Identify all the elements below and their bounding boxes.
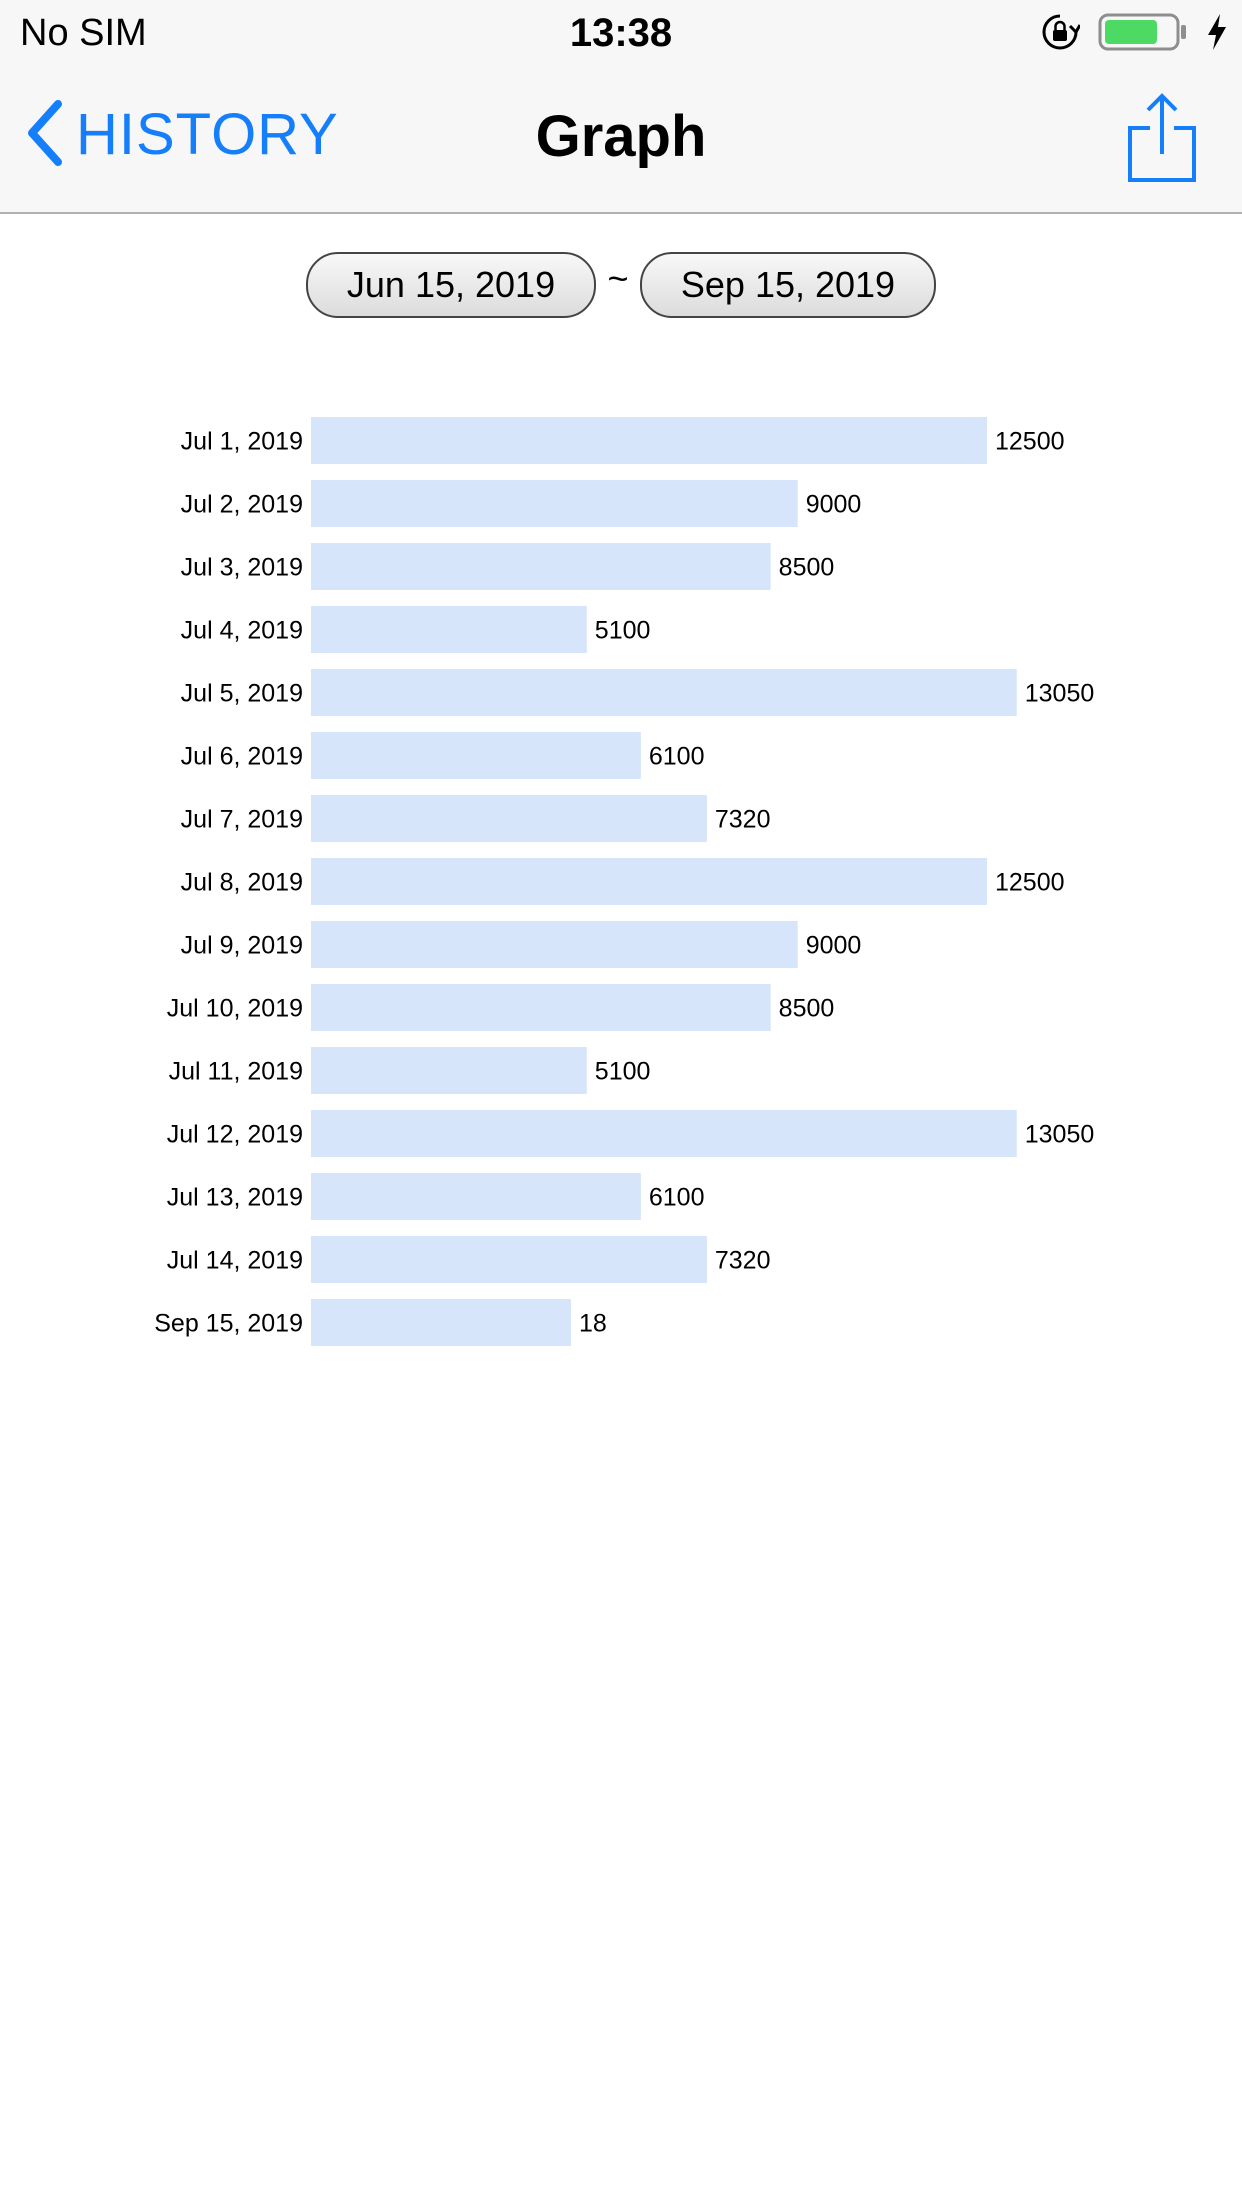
bar — [311, 1236, 707, 1283]
bar-value-label: 5100 — [595, 617, 651, 645]
bar — [311, 984, 771, 1031]
bar-value-label: 13050 — [1025, 1121, 1095, 1149]
bar-value-label: 8500 — [779, 554, 835, 582]
bar-value-label: 12500 — [995, 869, 1065, 897]
back-button-label: HISTORY — [76, 102, 339, 167]
bar-value-label: 6100 — [649, 1184, 705, 1212]
navigation-bar: HISTORY Graph — [0, 66, 1242, 214]
carrier-label: No SIM — [20, 12, 147, 54]
bar-category-label: Jul 5, 2019 — [181, 680, 303, 708]
bar-category-label: Jul 14, 2019 — [167, 1247, 303, 1275]
status-bar: No SIM 13:38 — [0, 0, 1242, 66]
bar — [311, 858, 987, 905]
bar-category-label: Jul 8, 2019 — [181, 869, 303, 897]
bar — [311, 1110, 1017, 1157]
start-date-button[interactable]: Jun 15, 2019 — [306, 252, 596, 318]
bar-value-label: 13050 — [1025, 680, 1095, 708]
bar — [311, 732, 641, 779]
bar-category-label: Jul 12, 2019 — [167, 1121, 303, 1149]
bar-category-label: Jul 7, 2019 — [181, 806, 303, 834]
clock-time: 13:38 — [569, 11, 673, 55]
bar — [311, 1299, 571, 1346]
charging-bolt-icon — [1206, 12, 1228, 57]
bar-category-label: Jul 6, 2019 — [181, 743, 303, 771]
bar-value-label: 5100 — [595, 1058, 651, 1086]
bar-value-label: 9000 — [806, 491, 862, 519]
status-indicators — [1040, 12, 1228, 56]
bar-value-label: 8500 — [779, 995, 835, 1023]
bar-category-label: Sep 15, 2019 — [154, 1310, 303, 1338]
bar — [311, 669, 1017, 716]
bar — [311, 417, 987, 464]
bar-value-label: 12500 — [995, 428, 1065, 456]
bar — [311, 543, 771, 590]
bar-value-label: 7320 — [715, 1247, 771, 1275]
bar-category-label: Jul 13, 2019 — [167, 1184, 303, 1212]
bar — [311, 1047, 587, 1094]
bar — [311, 921, 798, 968]
back-button[interactable]: HISTORY — [24, 99, 339, 171]
bar-category-label: Jul 9, 2019 — [181, 932, 303, 960]
bar — [311, 480, 798, 527]
share-button[interactable] — [1126, 92, 1198, 184]
bar-category-label: Jul 2, 2019 — [181, 491, 303, 519]
bar-value-label: 6100 — [649, 743, 705, 771]
chevron-left-icon — [24, 99, 64, 171]
bar-value-label: 18 — [579, 1310, 607, 1338]
bar-category-label: Jul 1, 2019 — [181, 428, 303, 456]
bar-chart: Jul 1, 2019 12500 Jul 2, 2019 9000 Jul 3, 20… — [154, 417, 1095, 1346]
bar-category-label: Jul 10, 2019 — [167, 995, 303, 1023]
battery-icon — [1098, 12, 1188, 57]
bar — [311, 1173, 641, 1220]
page-title: Graph — [535, 104, 707, 169]
bar — [311, 606, 587, 653]
date-range-separator: ~ — [607, 258, 629, 299]
date-range-selector: Jun 15, 2019 ~ Sep 15, 2019 — [0, 252, 1242, 318]
bar-category-label: Jul 3, 2019 — [181, 554, 303, 582]
bar-category-label: Jul 11, 2019 — [169, 1058, 303, 1086]
bar-category-label: Jul 4, 2019 — [181, 617, 303, 645]
share-icon — [1126, 93, 1198, 188]
bar-value-label: 7320 — [715, 806, 771, 834]
orientation-lock-icon — [1040, 12, 1082, 57]
bar-value-label: 9000 — [806, 932, 862, 960]
end-date-button[interactable]: Sep 15, 2019 — [640, 252, 936, 318]
bar — [311, 795, 707, 842]
